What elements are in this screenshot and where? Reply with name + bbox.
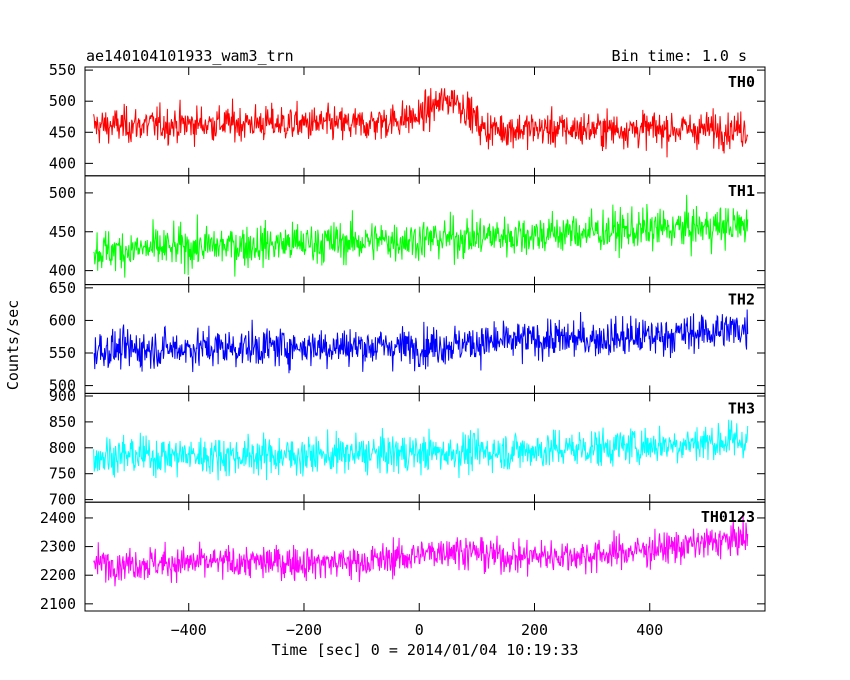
y-tick-label: 550	[49, 61, 76, 79]
y-tick-label: 450	[49, 123, 76, 141]
series-line-th1	[93, 194, 749, 278]
y-tick-label: 600	[49, 311, 76, 329]
y-tick-label: 400	[49, 154, 76, 172]
y-tick-label: 2200	[40, 566, 76, 584]
x-tick-label: 400	[636, 621, 663, 639]
y-tick-label: 2100	[40, 595, 76, 613]
y-tick-label: 500	[49, 377, 76, 395]
y-tick-label: 550	[49, 344, 76, 362]
x-tick-label: −400	[171, 621, 207, 639]
y-tick-label: 850	[49, 413, 76, 431]
x-tick-label: 0	[415, 621, 424, 639]
y-tick-label: 700	[49, 491, 76, 509]
series-line-th0	[93, 88, 749, 158]
y-tick-label: 800	[49, 439, 76, 457]
panel-label-th3: TH3	[728, 399, 755, 417]
y-tick-label: 400	[49, 262, 76, 280]
y-tick-label: 750	[49, 465, 76, 483]
series-line-th0123	[93, 515, 749, 587]
x-tick-label: −200	[286, 621, 322, 639]
series-line-th3	[93, 419, 749, 481]
panel-frame-th0123	[84, 501, 766, 612]
series-line-th2	[93, 309, 749, 374]
y-tick-label: 500	[49, 184, 76, 202]
y-tick-label: 900	[49, 387, 76, 405]
y-tick-label: 2300	[40, 538, 76, 556]
panel-label-th1: TH1	[728, 182, 755, 200]
panel-label-th2: TH2	[728, 291, 755, 309]
x-axis-label: Time [sec] 0 = 2014/01/04 10:19:33	[271, 641, 578, 659]
y-tick-label: 450	[49, 223, 76, 241]
y-tick-label: 2400	[40, 509, 76, 527]
figure-title: ae140104101933_wam3_trn	[86, 47, 294, 65]
panel-label-th0123: TH0123	[701, 508, 755, 526]
bin-time-label: Bin time: 1.0 s	[612, 47, 747, 65]
panels-group: 400 450 500 550 TH0 400 450 500 TH1 500 550 600 650 T…	[40, 61, 766, 639]
y-tick-label: 500	[49, 92, 76, 110]
x-tick-label: 200	[521, 621, 548, 639]
y-axis-label: Counts/sec	[4, 300, 22, 390]
y-tick-label: 650	[49, 279, 76, 297]
panel-label-th0: TH0	[728, 73, 755, 91]
